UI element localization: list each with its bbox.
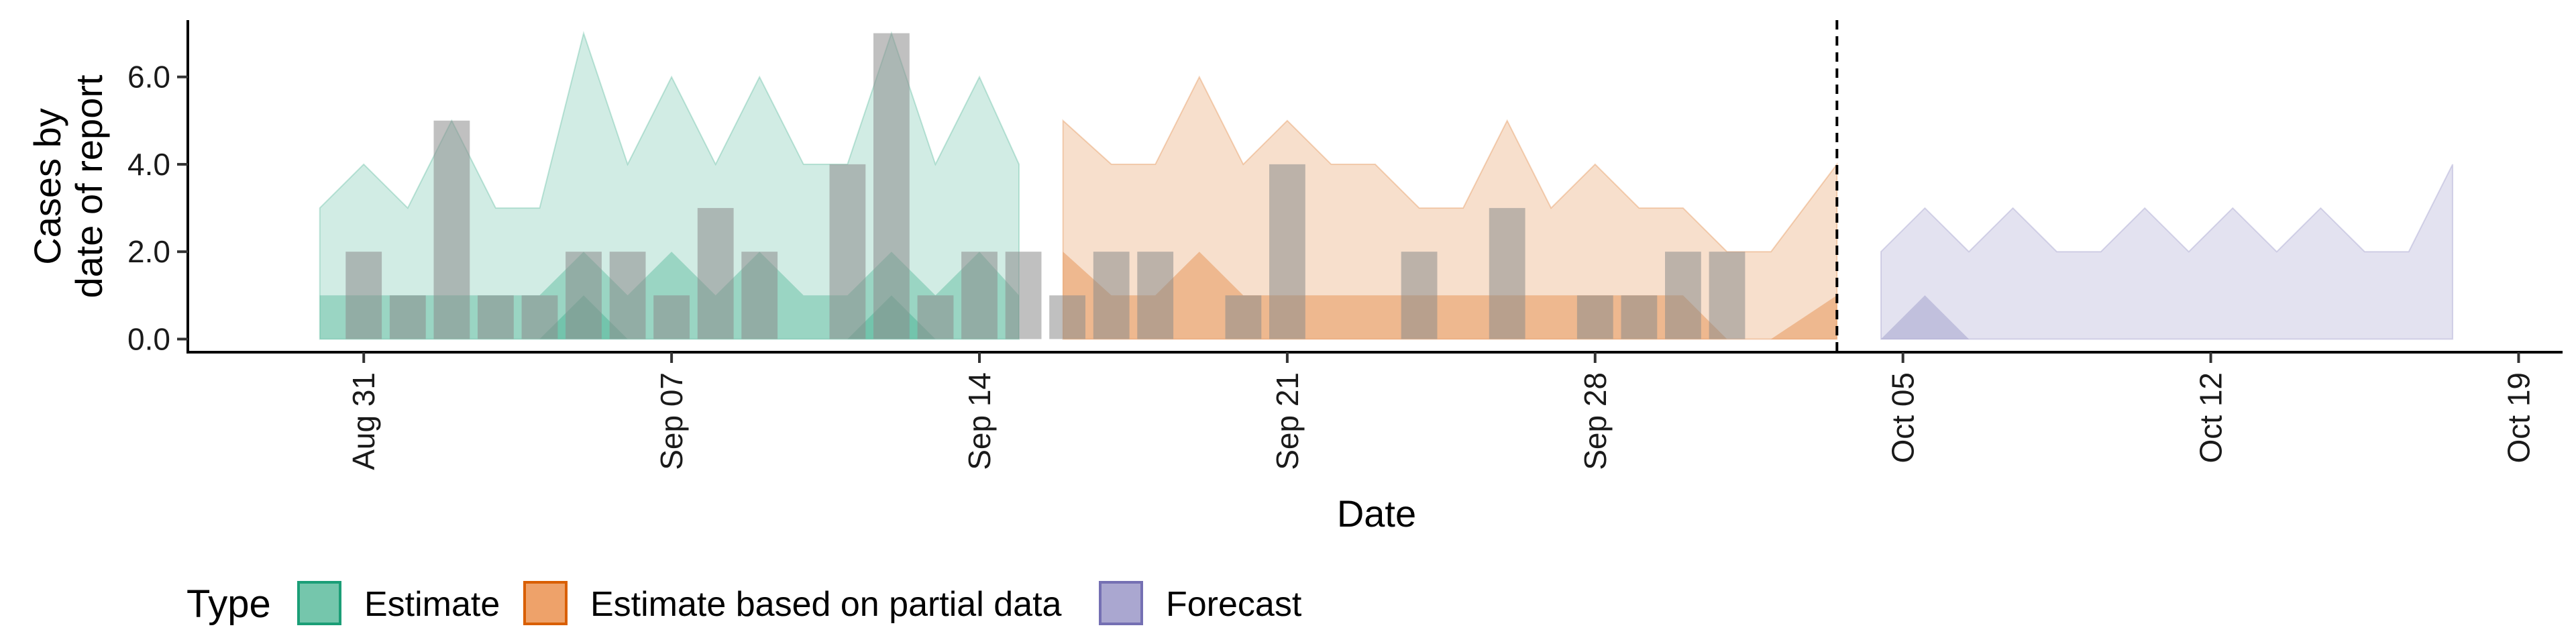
y-tick-label: 2.0 — [127, 234, 170, 269]
case-bar — [1576, 295, 1613, 339]
y-tick-label: 6.0 — [127, 60, 170, 95]
case-bar — [521, 295, 558, 339]
legend-key-swatch — [1099, 581, 1143, 625]
case-bar — [478, 295, 514, 339]
legend-key-swatch — [523, 581, 568, 625]
case-bar — [1005, 252, 1042, 339]
y-axis-title-line: Cases by — [26, 108, 68, 264]
case-bar — [345, 252, 382, 339]
x-tick-label: Aug 31 — [346, 372, 381, 470]
case-bar — [1269, 164, 1305, 339]
case-bar — [433, 120, 470, 339]
case-bar — [389, 295, 426, 339]
x-tick-label: Sep 07 — [654, 372, 689, 470]
case-bar — [741, 252, 778, 339]
y-axis-title-line: date of report — [68, 74, 110, 299]
y-axis-title: Cases bydate of report — [26, 74, 110, 299]
x-tick-label: Oct 19 — [2501, 372, 2536, 464]
case-bar — [1137, 252, 1174, 339]
band-outer-estimate-based-on-partial-data — [1062, 75, 1838, 340]
case-bar — [1093, 252, 1130, 339]
band-inner-forecast — [1880, 295, 2453, 339]
legend-entry-label: Estimate based on partial data — [590, 585, 1062, 624]
band-outer-forecast — [1880, 164, 2454, 340]
legend-key-swatch — [297, 581, 341, 625]
axes: 0.0 2.0 4.0 6.0 Aug 31 Sep 07 Sep 14 Sep 21 Sep … — [26, 20, 2563, 535]
case-bar — [1709, 252, 1746, 339]
x-tick-label: Oct 05 — [1886, 372, 1921, 464]
x-tick-label: Oct 12 — [2194, 372, 2229, 464]
case-bar — [1225, 295, 1262, 339]
x-tick-label: Sep 28 — [1578, 372, 1613, 470]
x-tick-label: Sep 14 — [962, 372, 997, 470]
legend-entry-label: Forecast — [1166, 585, 1302, 624]
case-bar — [653, 295, 690, 339]
case-bar — [697, 208, 734, 339]
case-bar — [1621, 295, 1658, 339]
case-bar — [609, 252, 646, 339]
y-tick-label: 4.0 — [127, 147, 170, 182]
case-bar — [829, 164, 866, 339]
legend-entry-label: Estimate — [364, 585, 500, 624]
case-bar — [1665, 252, 1701, 339]
legend: Type Estimate Estimate based on partial da… — [186, 581, 1302, 626]
case-bar — [1049, 295, 1085, 339]
y-tick-label: 0.0 — [127, 321, 170, 356]
case-bar — [566, 252, 602, 339]
case-bar — [873, 33, 910, 339]
x-axis-title: Date — [1337, 492, 1416, 535]
case-bar — [961, 252, 998, 339]
case-bar — [1401, 252, 1438, 339]
case-bar — [917, 295, 954, 339]
observed-case-bars — [345, 33, 1746, 339]
case-bar — [1489, 208, 1525, 339]
legend-title: Type — [186, 582, 271, 626]
x-tick-label: Sep 21 — [1270, 372, 1305, 470]
